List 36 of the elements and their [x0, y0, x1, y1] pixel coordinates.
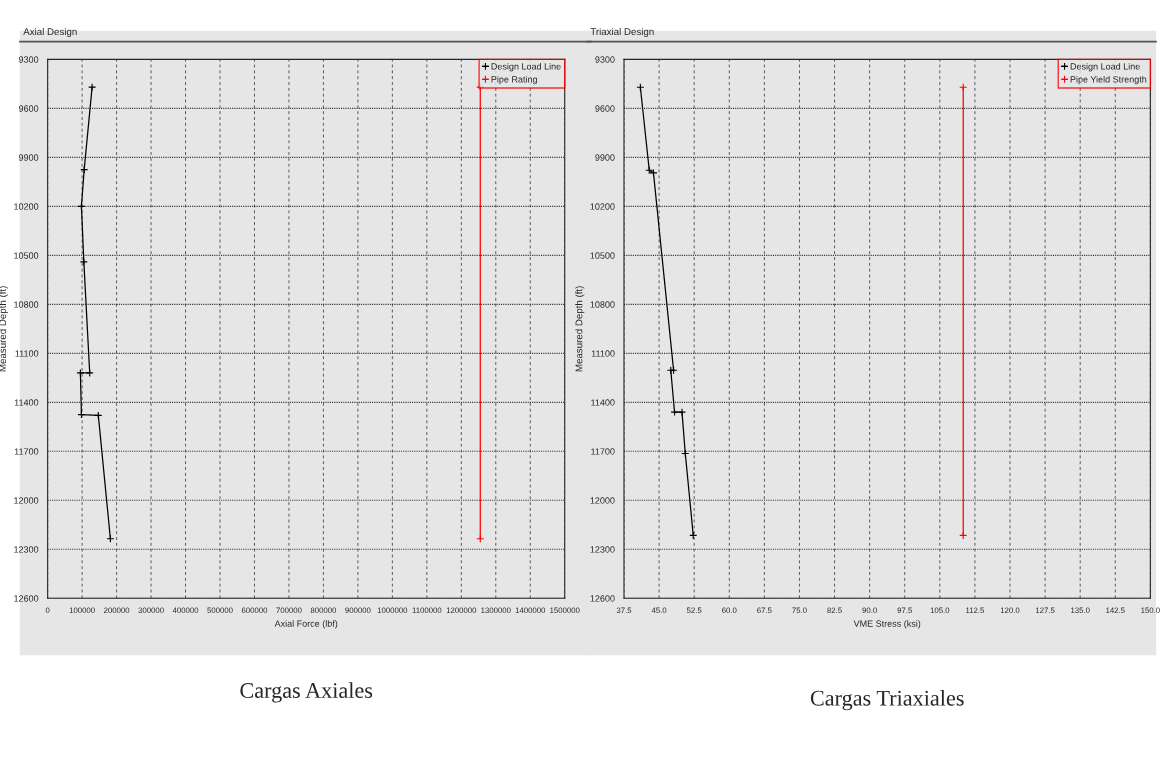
- x-axis-title: VME Stress (ksi): [853, 620, 921, 629]
- y-tick-label: 12600: [590, 595, 615, 602]
- y-tick-label: 10500: [590, 252, 615, 259]
- y-tick-label: 9300: [18, 56, 39, 63]
- y-tick-label: 9600: [595, 105, 615, 112]
- y-tick-label: 9300: [595, 56, 615, 63]
- y-tick-label: 12000: [590, 497, 615, 504]
- y-axis-title: Measured Depth (ft): [575, 286, 585, 372]
- y-tick-label: 10800: [14, 301, 39, 308]
- y-tick-label: 11700: [591, 448, 615, 455]
- y-tick-label: 9900: [18, 154, 39, 161]
- y-tick-label: 11400: [14, 399, 39, 406]
- y-tick-label: 12300: [14, 546, 39, 553]
- y-tick-label: 9600: [18, 105, 39, 112]
- text: Cargas Axiales: [240, 682, 373, 703]
- y-tick-label: 11100: [15, 350, 39, 357]
- y-tick-label: 10200: [590, 203, 615, 210]
- y-tick-label: 9900: [595, 154, 615, 161]
- y-tick-label: 11700: [14, 448, 39, 455]
- y-tick-label: 11400: [591, 399, 615, 406]
- y-tick-label: 10800: [590, 301, 615, 308]
- legend-label: Design Load Line: [491, 62, 561, 72]
- chart-title: Triaxial Design: [590, 27, 654, 38]
- y-tick-label: 12600: [14, 595, 39, 602]
- y-tick-label: 10500: [14, 252, 39, 259]
- text: Cargas Triaxiales: [810, 690, 964, 711]
- y-tick-label: 12300: [590, 546, 615, 553]
- legend-label: Pipe Rating: [491, 75, 537, 85]
- legend-label: Design Load Line: [1070, 62, 1140, 72]
- point: [677, 408, 687, 417]
- y-tick-label: 11100: [591, 350, 615, 357]
- y-tick-label: 10200: [14, 203, 39, 210]
- legend-label: Pipe Yield Strength: [1070, 75, 1147, 85]
- chart-title: Axial Design: [23, 27, 77, 38]
- y-tick-label: 12000: [14, 497, 39, 504]
- x-axis-title: Axial Force (lbf): [274, 620, 338, 629]
